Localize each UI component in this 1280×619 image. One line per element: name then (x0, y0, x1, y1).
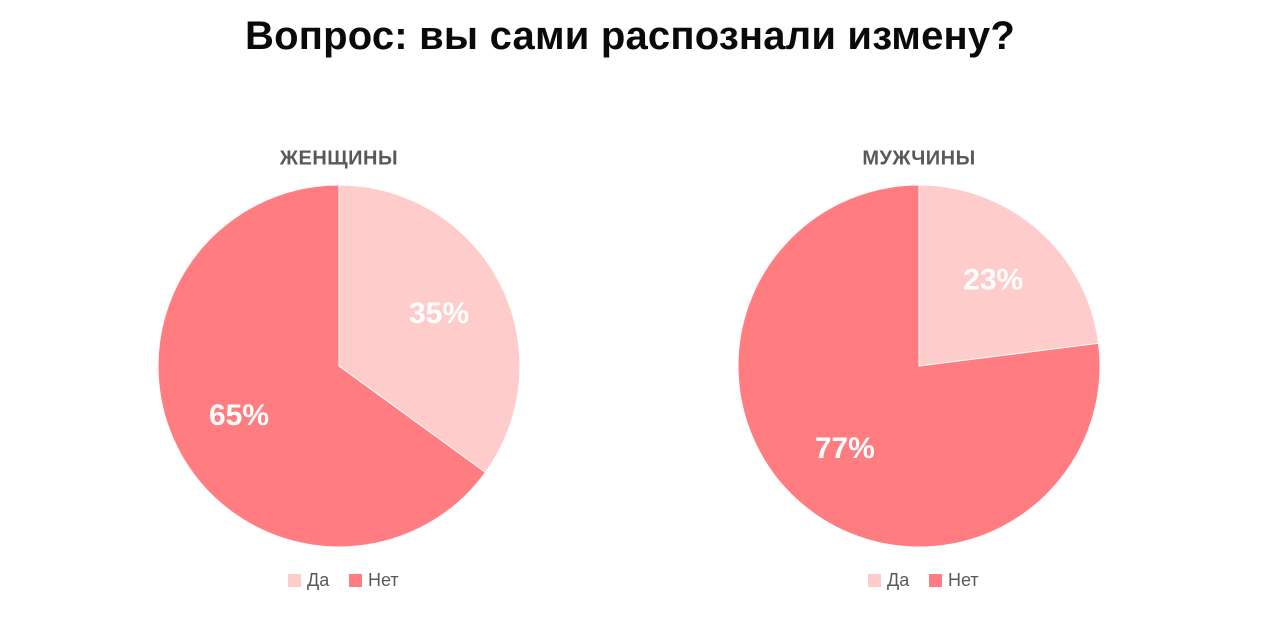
legend-label-0-1: Нет (368, 570, 399, 590)
legend-label-1-1: Нет (948, 570, 979, 590)
data-label-0-1: 65% (209, 399, 269, 432)
legend-swatch-0-0 (288, 574, 301, 587)
chart-title-1: МУЖЧИНЫ (862, 147, 975, 169)
legend-swatch-0-1 (349, 574, 362, 587)
pie-slice-0-0 (338, 184, 521, 474)
pie-slice-0-1 (157, 184, 487, 548)
data-label-1-1: 77% (815, 432, 875, 465)
legend-swatch-1-1 (929, 574, 942, 587)
pie-slice-1-0 (918, 184, 1100, 367)
legend-label-1-0: Да (887, 570, 910, 590)
data-label-0-0: 35% (409, 297, 469, 330)
chart-title-0: ЖЕНЩИНЫ (279, 147, 398, 169)
legend-label-0-0: Да (307, 570, 330, 590)
pie-slice-1-1 (737, 184, 1101, 548)
page-title: Вопрос: вы сами распознали измену? (245, 14, 1015, 58)
data-label-1-0: 23% (963, 264, 1023, 297)
legend-swatch-1-0 (868, 574, 881, 587)
